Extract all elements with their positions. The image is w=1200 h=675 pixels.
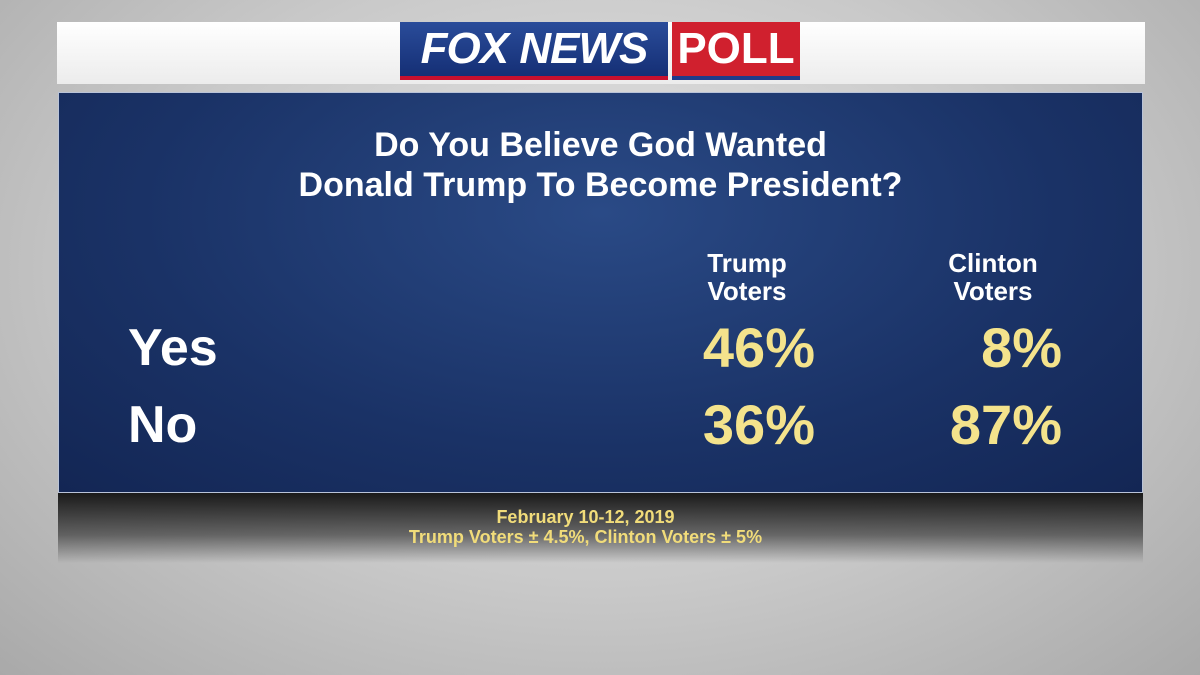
brand: FOX NEWS: [400, 22, 668, 80]
footer-line: Trump Voters ± 4.5%, Clinton Voters ± 5%: [408, 527, 763, 547]
title-line: Donald Trump To Become President?: [298, 166, 903, 204]
badge: POLL: [672, 22, 800, 80]
column-header: Voters: [707, 276, 787, 306]
row-label: No: [128, 396, 198, 454]
panel: [58, 92, 1143, 493]
column-header: Clinton: [948, 248, 1038, 278]
cell-value: 46%: [702, 316, 815, 379]
column-header: Voters: [953, 276, 1033, 306]
column-header: Trump: [707, 248, 787, 278]
footer-line: February 10-12, 2019: [496, 507, 675, 527]
title-line: Do You Believe God Wanted: [374, 126, 827, 164]
cell-value: 8%: [981, 316, 1062, 379]
logo: FOX NEWS POLL: [400, 22, 800, 80]
cell-value: 36%: [702, 393, 815, 456]
cell-value: 87%: [949, 393, 1062, 456]
reflection: [58, 493, 1143, 563]
row-label: Yes: [128, 319, 218, 377]
